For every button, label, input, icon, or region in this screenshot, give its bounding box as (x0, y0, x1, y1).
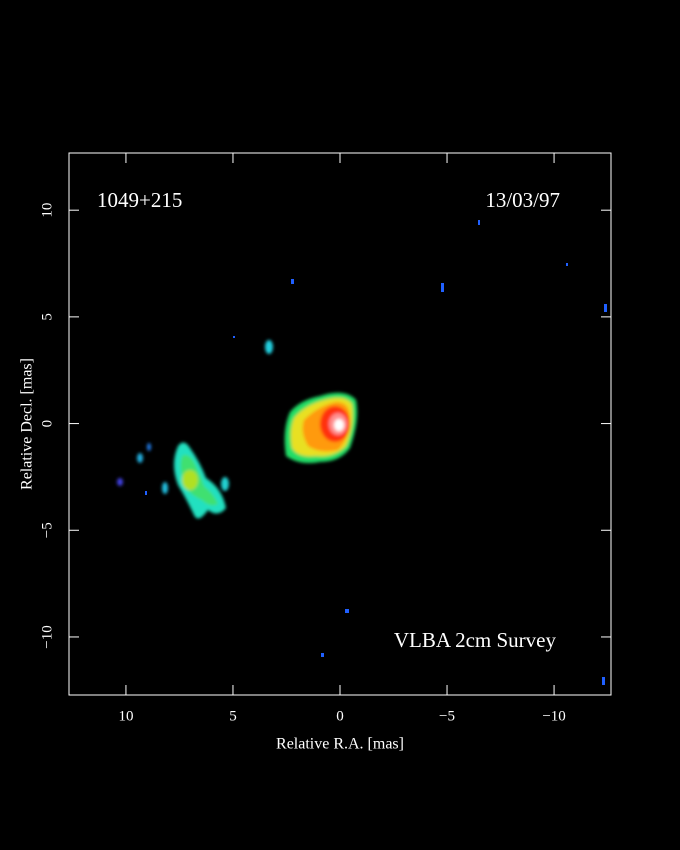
core (284, 392, 358, 464)
x-tick-label: 10 (118, 708, 133, 724)
y-tick-label: −5 (39, 522, 55, 538)
noise-spots (145, 220, 607, 685)
y-tick-label: −10 (39, 625, 55, 648)
x-tick-label: 0 (336, 708, 344, 724)
x-tick-label: −10 (542, 708, 565, 724)
x-tick-label: −5 (439, 708, 455, 724)
y-axis-label: Relative Decl. [mas] (19, 358, 36, 490)
y-tick-label: 0 (39, 420, 55, 428)
x-tick-label: 5 (229, 708, 237, 724)
y-tick-label: 5 (39, 313, 55, 321)
x-axis-label: Relative R.A. [mas] (276, 736, 404, 753)
annotation: 1049+215 (97, 188, 182, 212)
jet (117, 340, 273, 519)
annotation: VLBA 2cm Survey (394, 628, 557, 652)
image-map (117, 220, 607, 685)
y-tick-label: 10 (39, 203, 55, 218)
annotation: 13/03/97 (485, 188, 560, 212)
